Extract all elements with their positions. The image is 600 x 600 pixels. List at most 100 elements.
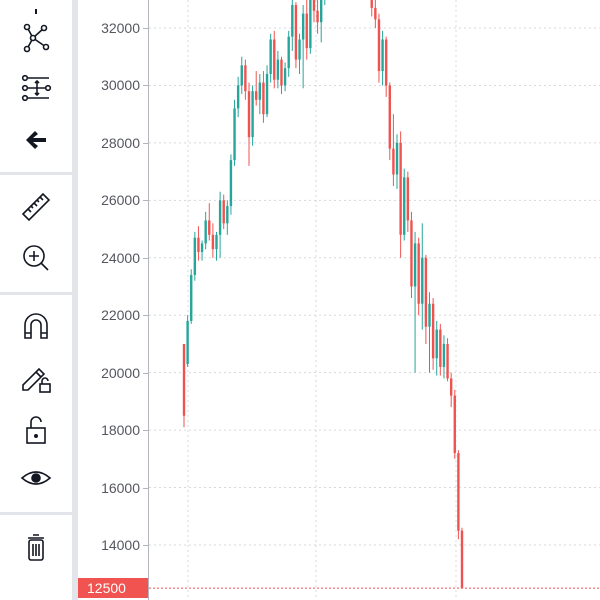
candle bbox=[262, 71, 265, 123]
candle-body bbox=[255, 91, 258, 100]
delete-drawings-button[interactable] bbox=[16, 527, 56, 567]
candle bbox=[324, 0, 326, 6]
visibility-button[interactable] bbox=[16, 458, 56, 498]
y-tick-label: 30000 bbox=[101, 77, 140, 94]
candle-body bbox=[190, 275, 193, 321]
magnet-button[interactable] bbox=[16, 306, 56, 346]
candle-body bbox=[182, 343, 186, 416]
pencil-lock-icon bbox=[22, 367, 51, 393]
candle bbox=[435, 320, 438, 376]
magnet-icon bbox=[24, 313, 48, 339]
candle-body bbox=[305, 13, 308, 49]
candle-body bbox=[244, 65, 247, 92]
candle bbox=[406, 171, 410, 232]
y-tick-mark bbox=[143, 85, 148, 87]
candle-body bbox=[374, 7, 377, 20]
y-tick-mark bbox=[143, 487, 148, 489]
candle-body bbox=[211, 234, 215, 250]
candle bbox=[301, 5, 305, 89]
toolbar-divider bbox=[0, 172, 72, 175]
candle bbox=[193, 231, 197, 281]
zoom-in-icon bbox=[23, 245, 49, 271]
candle bbox=[240, 56, 243, 95]
y-tick-label: 28000 bbox=[101, 134, 140, 151]
candle-body bbox=[287, 36, 290, 69]
last-price-label: 12500 bbox=[78, 578, 148, 599]
candle-body bbox=[395, 142, 399, 175]
y-tick-mark bbox=[143, 315, 148, 317]
candle bbox=[388, 82, 391, 161]
candle-body bbox=[294, 5, 298, 60]
candle bbox=[215, 231, 218, 261]
candle bbox=[233, 99, 236, 166]
candle bbox=[247, 82, 251, 166]
candle-body bbox=[388, 85, 391, 149]
candle bbox=[182, 343, 186, 428]
candle-body bbox=[291, 5, 294, 37]
candle-body bbox=[319, 0, 323, 23]
y-tick-label: 22000 bbox=[101, 307, 140, 324]
toolbar-divider bbox=[0, 292, 72, 295]
candle-body bbox=[233, 108, 236, 161]
candle bbox=[251, 85, 254, 146]
back-button[interactable] bbox=[16, 120, 56, 160]
candle bbox=[208, 203, 211, 241]
candle bbox=[460, 527, 464, 589]
candle-body bbox=[413, 243, 417, 287]
candle-body bbox=[236, 85, 240, 109]
unlock-button[interactable] bbox=[16, 410, 56, 450]
candle bbox=[439, 323, 442, 376]
pattern-tool-icon bbox=[23, 23, 50, 53]
candle bbox=[421, 223, 424, 330]
candle-body bbox=[193, 237, 197, 276]
candle-body bbox=[218, 200, 222, 235]
candle bbox=[377, 13, 381, 83]
candle bbox=[403, 168, 406, 241]
candle bbox=[211, 223, 215, 258]
candle-body bbox=[262, 82, 265, 115]
toolbar-divider bbox=[0, 512, 72, 515]
candle-body bbox=[381, 39, 384, 72]
candle bbox=[244, 59, 247, 100]
candle bbox=[226, 200, 229, 235]
y-tick-label: 14000 bbox=[101, 537, 140, 553]
candle-body bbox=[403, 177, 406, 235]
y-tick-label: 18000 bbox=[101, 422, 140, 439]
candle bbox=[236, 76, 240, 118]
candle-body bbox=[457, 453, 460, 531]
candle-body bbox=[428, 303, 431, 327]
lock-drawings-button[interactable] bbox=[16, 358, 56, 398]
candle-body bbox=[276, 59, 280, 80]
candle bbox=[428, 292, 431, 373]
candle bbox=[265, 65, 269, 118]
y-tick-mark bbox=[143, 142, 148, 144]
candle bbox=[457, 450, 460, 540]
y-tick-mark bbox=[143, 28, 148, 29]
candle-body bbox=[200, 243, 204, 253]
candle-body bbox=[222, 200, 225, 224]
candle-body bbox=[208, 220, 211, 235]
fib-tool-button[interactable] bbox=[16, 68, 56, 108]
tool-icon bbox=[35, 9, 37, 14]
candle-body bbox=[316, 10, 319, 23]
candle-body bbox=[273, 39, 276, 80]
ruler-button[interactable] bbox=[16, 187, 56, 227]
candle bbox=[298, 33, 301, 74]
candle bbox=[229, 154, 233, 215]
candle bbox=[453, 389, 456, 459]
candle-body bbox=[417, 243, 420, 304]
candlestick-chart[interactable] bbox=[149, 0, 600, 600]
candle-body bbox=[258, 82, 262, 100]
candle bbox=[399, 131, 402, 258]
trash-icon bbox=[28, 534, 44, 561]
zoom-in-button[interactable] bbox=[16, 238, 56, 278]
candle bbox=[305, 0, 308, 60]
price-axis[interactable]: 32000 30000 28000 26000 24000 22000 20000 18000… bbox=[78, 0, 149, 600]
candle bbox=[370, 0, 373, 17]
candle-body bbox=[215, 234, 218, 250]
candle bbox=[309, 0, 312, 54]
candle bbox=[258, 73, 262, 115]
tool-partial-top[interactable] bbox=[16, 0, 56, 18]
candle bbox=[200, 240, 204, 261]
pattern-tool-button[interactable] bbox=[16, 18, 56, 58]
